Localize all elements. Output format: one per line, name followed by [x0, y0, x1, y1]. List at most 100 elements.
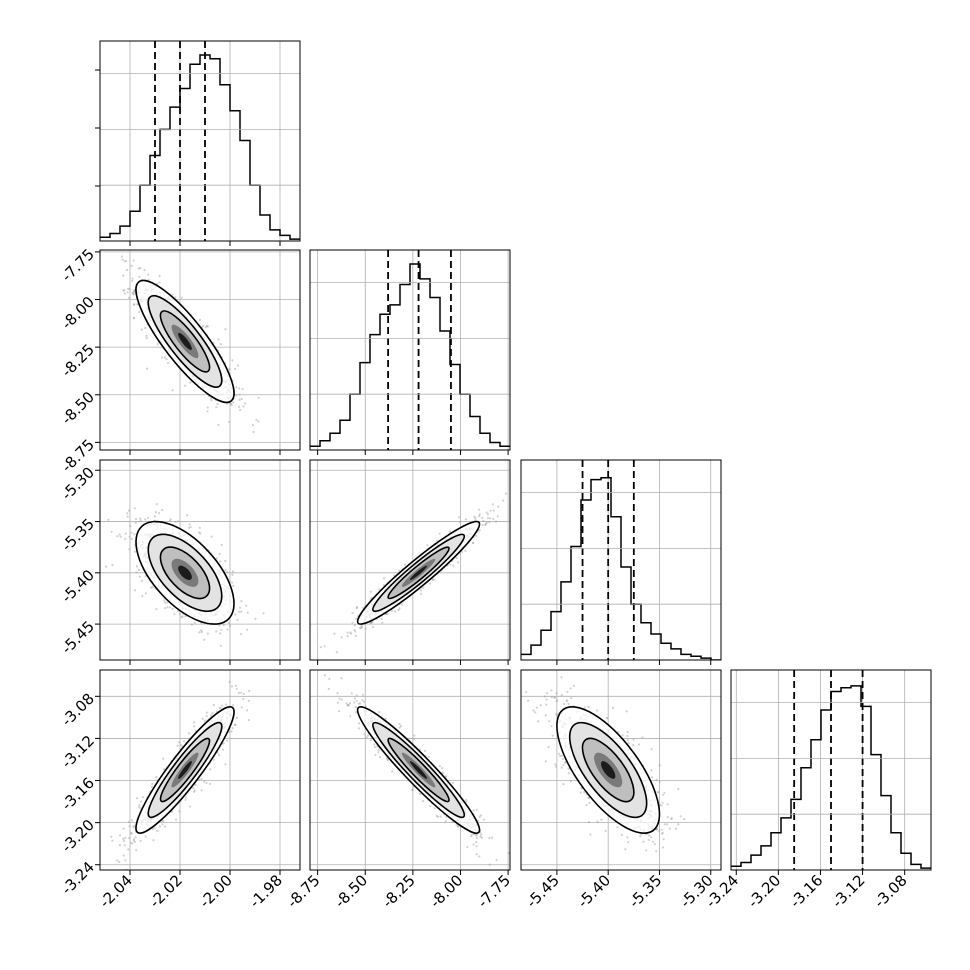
scatter-point: [377, 751, 380, 754]
scatter-point: [125, 268, 129, 272]
scatter-point: [200, 789, 203, 792]
scatter-point: [371, 621, 374, 624]
scatter-point: [141, 796, 144, 799]
scatter-point: [547, 746, 550, 749]
scatter-point: [118, 860, 121, 864]
scatter-point: [473, 515, 476, 518]
scatter-point: [218, 706, 221, 709]
scatter-point: [156, 282, 159, 285]
scatter-point: [135, 517, 138, 521]
scatter-point: [215, 557, 218, 560]
scatter-point: [658, 780, 661, 784]
panel-2-1: [309, 459, 511, 665]
scatter-point: [477, 508, 480, 511]
scatter-point: [456, 825, 459, 828]
panel-frame: [309, 669, 511, 871]
scatter-point: [471, 541, 474, 545]
histogram-step: [310, 263, 510, 448]
scatter-point: [234, 684, 237, 687]
scatter-point: [232, 570, 235, 573]
scatter-point: [484, 522, 487, 526]
scatter-point: [202, 324, 205, 327]
panel-frame: [309, 459, 511, 661]
scatter-point: [224, 328, 227, 331]
scatter-point: [235, 394, 238, 397]
scatter-point: [480, 836, 483, 839]
scatter-point: [151, 828, 154, 831]
scatter-point: [132, 259, 135, 262]
scatter-point: [128, 820, 131, 823]
scatter-point: [151, 586, 154, 589]
scatter-point: [232, 584, 235, 587]
scatter-point: [478, 513, 481, 516]
scatter-point: [373, 745, 376, 749]
scatter-point: [350, 692, 353, 695]
scatter-point: [111, 839, 114, 842]
scatter-point: [232, 704, 235, 707]
scatter-point: [171, 607, 174, 610]
scatter-point: [238, 610, 241, 613]
scatter-point: [186, 514, 189, 517]
scatter-point: [240, 633, 243, 636]
scatter-point: [219, 644, 222, 647]
scatter-point: [85, 228, 87, 230]
scatter-point: [139, 839, 142, 842]
scatter-point: [121, 258, 124, 261]
scatter-point: [262, 612, 265, 615]
scatter-point: [224, 763, 227, 766]
scatter-point: [156, 829, 159, 833]
scatter-point: [119, 535, 122, 538]
scatter-point: [174, 296, 177, 299]
scatter-point: [492, 517, 495, 521]
scatter-point: [162, 768, 166, 771]
scatter-point: [488, 521, 491, 524]
scatter-point: [218, 624, 221, 627]
scatter-point: [145, 334, 148, 337]
scatter-point: [165, 358, 168, 361]
scatter-point: [353, 624, 356, 627]
scatter-point: [218, 552, 221, 556]
scatter-point: [661, 801, 664, 804]
scatter-point: [240, 600, 243, 603]
scatter-point: [365, 736, 368, 739]
scatter-point: [217, 423, 220, 426]
scatter-point: [205, 711, 208, 714]
scatter-point: [401, 603, 404, 606]
scatter-point: [427, 755, 430, 758]
scatter-point: [510, 857, 512, 859]
scatter-point: [562, 783, 565, 786]
scatter-point: [171, 389, 174, 392]
scatter-point: [361, 625, 364, 629]
scatter-point: [139, 519, 142, 522]
scatter-point: [565, 699, 569, 702]
scatter-point: [242, 405, 245, 408]
scatter-point: [347, 703, 350, 707]
scatter-point: [240, 706, 243, 709]
scatter-point: [230, 685, 234, 688]
scatter-point: [470, 833, 474, 836]
scatter-point: [554, 765, 558, 768]
scatter-point: [366, 734, 369, 737]
scatter-point: [488, 863, 491, 866]
panel-frame: [99, 40, 301, 242]
scatter-point: [180, 616, 183, 619]
histogram-step: [521, 476, 721, 660]
scatter-point: [346, 631, 349, 634]
scatter-point: [233, 367, 237, 371]
scatter-point: [420, 592, 423, 596]
scatter-point: [424, 749, 427, 753]
scatter-point: [133, 290, 136, 293]
scatter-point: [357, 722, 361, 725]
scatter-point: [133, 507, 136, 510]
scatter-point: [404, 563, 407, 566]
scatter-point: [123, 292, 126, 295]
scatter-point: [650, 748, 653, 751]
scatter-point: [398, 607, 401, 610]
scatter-point: [372, 626, 375, 629]
scatter-point: [122, 289, 125, 292]
scatter-point: [132, 292, 135, 295]
scatter-point: [556, 699, 559, 702]
scatter-point: [378, 711, 381, 714]
scatter-point: [567, 702, 570, 706]
